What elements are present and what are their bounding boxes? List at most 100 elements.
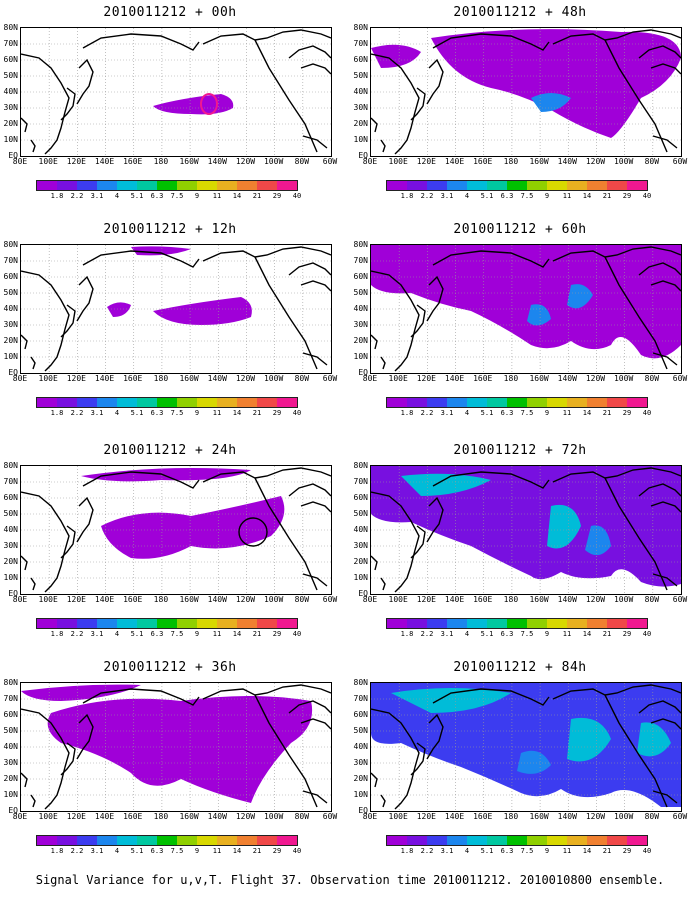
colorbar-swatch [587,619,607,628]
colorbar-swatch [447,836,467,845]
coastline [380,794,386,808]
latitude-label: 50N [353,509,368,518]
coastline [60,87,76,121]
colorbar-label: 2.2 [420,630,434,638]
coastline [202,250,318,370]
colorbar-label: 40 [642,192,652,200]
latitude-label: EQ [358,589,368,598]
variance-region [153,94,234,115]
colorbar-swatch [567,836,587,845]
coastline [82,471,200,489]
colorbar-swatch [427,398,447,407]
latitude-label: 80N [353,23,368,32]
longitude-label: 160E [473,595,493,604]
coastline [426,496,444,543]
colorbar-label: 29 [272,630,282,638]
colorbar-label: 29 [272,192,282,200]
colorbar-label: 29 [272,409,282,417]
colorbar-label: 2.2 [70,847,84,855]
latitude-label: 50N [353,71,368,80]
variance-region [391,688,511,713]
latitude-label: 10N [353,352,368,361]
longitude-label: 140E [444,157,465,166]
longitude-label: 60W [322,157,338,166]
longitude-label: 100E [388,812,408,821]
latitude-label: 80N [3,461,18,470]
colorbar-label: 6.3 [500,630,514,638]
coastline [650,63,681,75]
longitude-label: 140W [557,374,577,383]
map-svg [21,683,331,811]
coastline [371,555,378,571]
latitude-label: 30N [3,541,18,550]
longitude-label: 100E [38,595,58,604]
colorbar-label: 2.2 [70,630,84,638]
colorbar-swatch [587,836,607,845]
colorbar-label: 9 [544,192,550,200]
colorbar-label: 14 [582,847,592,855]
longitude-label: 140E [444,374,465,383]
coastline [652,352,678,366]
longitude-label: 60W [322,374,338,383]
latitude-label: 50N [353,726,368,735]
coastline [300,718,331,730]
variance-region [371,466,681,587]
variance-region [567,717,611,762]
latitude-label: 20N [353,557,368,566]
colorbar-swatch [257,619,277,628]
coastline [21,555,28,571]
colorbar-label: 9 [544,630,550,638]
forecast-panel: 2010011212 + 36h 80N 70N 60N 50N 40N 30N 20N 10N… [0,660,340,870]
colorbar-swatch [487,398,507,407]
coastline [380,356,386,370]
colorbar-label: 14 [232,192,242,200]
colorbar-label: 14 [232,409,242,417]
colorbar [386,180,648,191]
colorbar [386,835,648,846]
colorbar-swatch [177,836,197,845]
colorbar-label: 3.1 [90,409,104,417]
latitude-label: 60N [3,493,18,502]
longitude-label: 160W [179,595,199,604]
coastline [76,275,94,322]
latitude-label: 70N [353,694,368,703]
latitude-label: 30N [3,103,18,112]
latitude-label: 80N [353,461,368,470]
colorbar-label: 2.2 [420,847,434,855]
longitude-label: 80E [12,595,28,604]
coastline [371,708,420,810]
coastline [76,496,94,543]
coastline [202,471,318,591]
longitude-label: 80E [12,812,28,821]
coastline [21,53,70,155]
coastline [638,45,681,59]
latitude-label: 10N [3,135,18,144]
colorbar-label: 7.5 [170,630,184,638]
colorbar-label: 5.1 [130,192,144,200]
latitude-label: 70N [353,256,368,265]
coastline [652,790,678,804]
map-area [370,682,682,812]
coastline [371,491,420,593]
colorbar-label: 11 [562,847,572,855]
longitude-label: 80W [294,374,310,383]
coastline [552,33,668,153]
coastline [552,250,668,370]
longitude-label: 160E [473,374,493,383]
colorbar-label: 2.2 [420,409,434,417]
coastline [30,139,36,153]
variance-region [401,473,491,496]
colorbar-swatch [627,619,647,628]
colorbar-label: 4 [464,409,470,417]
longitude-label: 60W [322,812,338,821]
panel-title: 2010011212 + 72h [453,443,587,458]
colorbar-label: 3.1 [90,630,104,638]
colorbar-swatch [427,181,447,190]
coastline [650,718,681,730]
latitude-label: 30N [353,103,368,112]
colorbar-label: 1.8 [400,192,414,200]
map-svg [371,683,681,811]
latitude-label: 70N [3,694,18,703]
longitude-label: 120E [416,595,436,604]
colorbar-swatch [117,181,137,190]
